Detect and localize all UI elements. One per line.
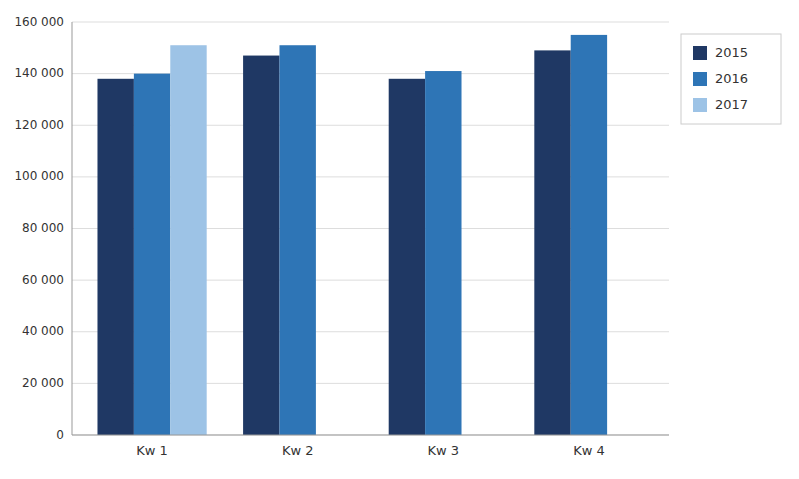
bar bbox=[571, 35, 607, 435]
bars bbox=[97, 35, 607, 435]
x-axis: Kw 1 Kw 2 Kw 3 Kw 4 bbox=[136, 443, 604, 458]
x-tick-label: Kw 3 bbox=[428, 443, 460, 458]
legend-label: 2017 bbox=[715, 97, 748, 112]
y-tick-label: 60 000 bbox=[22, 273, 64, 287]
chart-container: 0 20 000 40 000 60 000 80 000 100 000 120 000 1… bbox=[0, 0, 799, 479]
y-tick-label: 80 000 bbox=[22, 221, 64, 235]
x-tick-label: Kw 4 bbox=[573, 443, 605, 458]
y-tick-label: 140 000 bbox=[14, 66, 64, 80]
bar bbox=[170, 45, 206, 435]
bar bbox=[243, 56, 279, 435]
x-tick-label: Kw 2 bbox=[282, 443, 314, 458]
bar bbox=[534, 50, 570, 435]
legend-swatch bbox=[693, 72, 707, 86]
bar bbox=[97, 79, 133, 435]
grid bbox=[72, 22, 669, 435]
y-axis-line bbox=[72, 22, 73, 435]
legend-label: 2015 bbox=[715, 45, 748, 60]
bar bbox=[279, 45, 315, 435]
bar bbox=[134, 74, 170, 435]
legend-label: 2016 bbox=[715, 71, 748, 86]
x-axis-line bbox=[72, 435, 669, 436]
bar bbox=[425, 71, 461, 435]
legend-frame bbox=[681, 34, 781, 124]
chart: 0 20 000 40 000 60 000 80 000 100 000 120 000 1… bbox=[0, 0, 799, 479]
grid-line bbox=[72, 435, 669, 436]
bar bbox=[389, 79, 425, 435]
y-tick-label: 20 000 bbox=[22, 376, 64, 390]
y-tick-label: 100 000 bbox=[14, 169, 64, 183]
y-tick-label: 40 000 bbox=[22, 324, 64, 338]
legend: 2015 2016 2017 bbox=[681, 34, 781, 124]
y-tick-label: 160 000 bbox=[14, 15, 64, 29]
y-axis: 0 20 000 40 000 60 000 80 000 100 000 120 000 1… bbox=[14, 15, 64, 442]
legend-swatch bbox=[693, 98, 707, 112]
y-tick-label: 0 bbox=[56, 428, 64, 442]
x-tick-label: Kw 1 bbox=[136, 443, 168, 458]
y-tick-label: 120 000 bbox=[14, 118, 64, 132]
grid-line bbox=[72, 22, 669, 23]
legend-swatch bbox=[693, 46, 707, 60]
